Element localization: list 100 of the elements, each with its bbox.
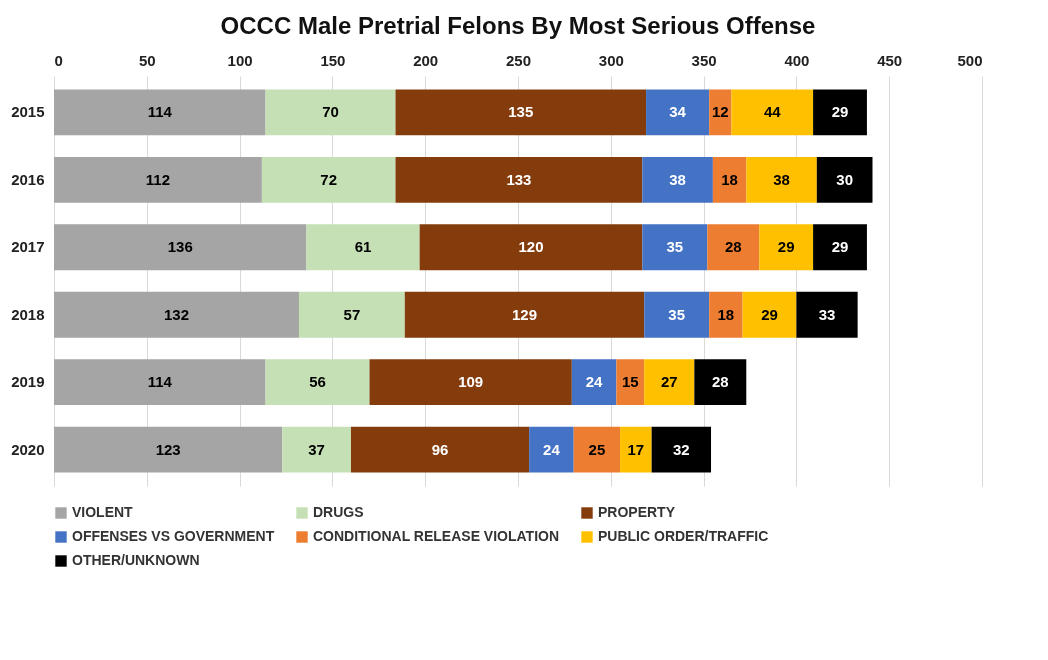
data-label: 120	[518, 238, 544, 256]
y-tick-label: 2019	[11, 373, 45, 391]
y-tick-label: 2018	[11, 305, 45, 323]
x-tick-label: 100	[227, 51, 253, 69]
data-label: 133	[506, 170, 532, 188]
x-tick-label: 250	[505, 51, 532, 69]
x-tick-label: 350	[691, 51, 717, 69]
bar	[573, 426, 621, 473]
bar	[419, 224, 643, 271]
bar	[620, 426, 652, 473]
bar	[746, 156, 817, 203]
data-label: 123	[155, 440, 181, 458]
data-label: 30	[836, 170, 853, 188]
legend-label: DRUGS	[313, 504, 364, 520]
data-label: 12	[711, 103, 729, 121]
data-label: 136	[167, 238, 193, 256]
x-tick-label: 50	[138, 51, 156, 69]
legend-label: PUBLIC ORDER/TRAFFIC	[598, 528, 769, 544]
bar	[642, 224, 708, 271]
data-label: 44	[763, 103, 782, 121]
bar	[369, 359, 572, 406]
y-tick-label: 2017	[11, 238, 45, 256]
bar	[261, 156, 396, 203]
data-label: 29	[761, 305, 778, 323]
data-label: 34	[669, 103, 687, 121]
data-label: 35	[668, 305, 686, 323]
bar	[651, 426, 712, 473]
bar	[742, 291, 797, 338]
x-tick-label: 300	[598, 51, 624, 69]
chart-title: OCCC Male Pretrial Felons By Most Serious Offense	[220, 12, 816, 39]
data-label: 24	[543, 440, 561, 458]
data-label: 38	[669, 170, 686, 188]
bar	[571, 359, 617, 406]
bar	[731, 89, 814, 136]
x-tick-label: 0	[54, 51, 63, 69]
bar	[54, 291, 299, 338]
bar	[265, 89, 396, 136]
legend-label: CONDITIONAL RELEASE VIOLATION	[313, 528, 560, 544]
y-tick-label: 2016	[11, 170, 45, 188]
data-label: 61	[354, 238, 372, 256]
data-label: 132	[163, 305, 190, 323]
bar	[282, 426, 351, 473]
data-label: 18	[721, 170, 738, 188]
bar	[759, 224, 814, 271]
bar	[813, 89, 867, 136]
data-label: 35	[666, 238, 684, 256]
legend-label: OTHER/UNKNOWN	[72, 552, 200, 568]
bar	[350, 426, 530, 473]
data-label: 57	[343, 305, 361, 323]
bar	[529, 426, 574, 473]
bar	[54, 426, 283, 473]
bar	[395, 89, 647, 136]
bar	[712, 156, 747, 203]
data-label: 25	[588, 440, 606, 458]
bar	[54, 359, 266, 406]
bar	[644, 359, 695, 406]
data-label: 24	[585, 373, 604, 391]
data-label: 29	[831, 103, 849, 121]
data-label: 129	[511, 305, 538, 323]
bar	[709, 291, 743, 338]
data-label: 32	[672, 440, 690, 458]
x-tick-label: 150	[320, 51, 346, 69]
legend-label: OFFENSES VS GOVERNMENT	[72, 528, 275, 544]
x-tick-label: 200	[413, 51, 439, 69]
data-label: 72	[320, 170, 338, 188]
bar	[616, 359, 645, 406]
data-label: 135	[508, 103, 534, 121]
bar	[646, 89, 710, 136]
bar	[796, 291, 858, 338]
bar	[813, 224, 867, 271]
bar	[694, 359, 747, 406]
data-label: 37	[308, 440, 325, 458]
bar	[404, 291, 645, 338]
data-label: 28	[724, 238, 742, 256]
y-tick-label: 2015	[11, 103, 45, 121]
data-label: 15	[621, 373, 639, 391]
x-tick-label: 400	[784, 51, 810, 69]
data-label: 112	[145, 170, 171, 188]
x-tick-label: 500	[957, 51, 983, 69]
data-label: 109	[458, 373, 484, 391]
y-tick-label: 2020	[11, 440, 45, 458]
data-label: 29	[777, 238, 795, 256]
data-label: 17	[627, 440, 645, 458]
data-label: 18	[717, 305, 735, 323]
legend-label: VIOLENT	[72, 504, 134, 520]
data-label: 70	[322, 103, 339, 121]
data-label: 28	[711, 373, 729, 391]
bar	[54, 156, 262, 203]
bar	[298, 291, 405, 338]
data-label: 27	[660, 373, 678, 391]
data-label: 29	[831, 238, 849, 256]
bar	[54, 89, 266, 136]
data-label: 33	[818, 305, 836, 323]
bar	[816, 156, 873, 203]
bar	[395, 156, 643, 203]
bar	[306, 224, 420, 271]
data-label: 56	[309, 373, 326, 391]
bar	[642, 156, 713, 203]
data-label: 96	[431, 440, 449, 458]
bar	[707, 224, 760, 271]
